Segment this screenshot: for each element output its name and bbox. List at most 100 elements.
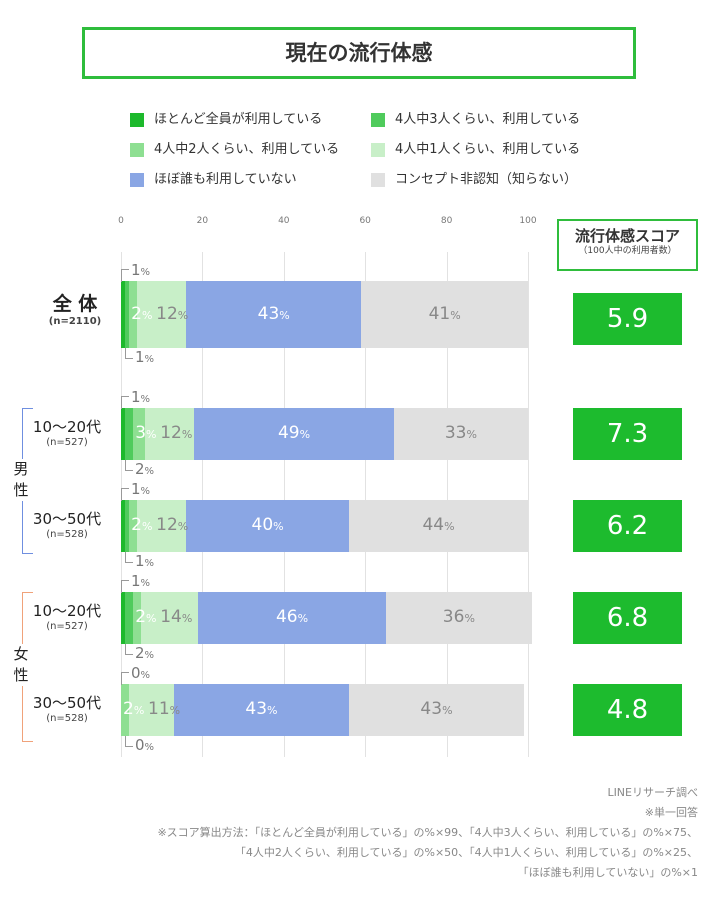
annotation-line <box>121 269 129 282</box>
row-label-text: 10〜20代 <box>32 602 102 620</box>
segment-label: 12% <box>160 423 193 443</box>
score-box: 4.8 <box>573 684 682 736</box>
score-box: 7.3 <box>573 408 682 460</box>
bar-segment <box>186 500 349 552</box>
legend-item: ほとんど全員が利用している <box>130 112 322 128</box>
annotation-line <box>125 736 133 747</box>
annotation-line <box>125 348 133 359</box>
row-label-text: 30〜50代 <box>32 510 102 528</box>
segment-label: 12% <box>156 303 189 324</box>
bar-segment <box>129 281 138 348</box>
segment-label: 2% <box>135 607 157 627</box>
bar-segment <box>125 281 130 348</box>
annotation-line <box>121 672 129 685</box>
segment-label: 49% <box>277 423 311 443</box>
stacked-bar: 2% 12% 43% 41% <box>121 281 528 348</box>
x-tick-label: 60 <box>359 216 371 226</box>
bar-segment <box>137 500 187 552</box>
bar-segment <box>129 500 138 552</box>
segment-label: 2% <box>123 699 145 719</box>
annotation-line <box>125 552 133 563</box>
legend-swatch <box>130 113 144 127</box>
bar-segment <box>121 408 126 460</box>
annotation-line <box>125 460 133 471</box>
row-label: 全 体 (n=2110) <box>25 293 125 328</box>
segment-label: 11% <box>148 699 181 719</box>
score-header-title: 流行体感スコア <box>574 227 680 245</box>
bar-segment <box>137 281 187 348</box>
bar-segment <box>194 408 394 460</box>
segment-label: 41% <box>428 303 461 324</box>
segment-label: 46% <box>275 607 309 627</box>
bar-segment <box>133 408 146 460</box>
bar-segment <box>125 500 130 552</box>
segment-label: 43% <box>420 699 453 719</box>
x-tick-label: 100 <box>519 216 537 226</box>
segment-label: 43% <box>245 699 278 719</box>
segment-label: 2% <box>131 515 153 535</box>
bar-segment <box>348 500 528 552</box>
stacked-bar: 2% 11% 43% 43% <box>121 684 528 736</box>
annotation-line <box>121 396 129 409</box>
bar-segment <box>129 684 174 736</box>
row-label: 10〜20代 (n=527) <box>17 602 117 633</box>
row-n: (n=527) <box>46 437 88 448</box>
chart-title: 現在の流行体感 <box>82 27 636 79</box>
bar-segment <box>125 408 134 460</box>
annotation-top: 1% <box>131 572 151 590</box>
annotation-line <box>125 644 133 655</box>
bar-segment <box>121 684 130 736</box>
bar-segment <box>133 592 142 644</box>
annotation-top: 0% <box>131 664 151 682</box>
legend-label: 4人中3人くらい、利用している <box>395 112 581 127</box>
legend-item: 4人中2人くらい、利用している <box>130 142 339 158</box>
legend-label: ほぼ誰も利用していない <box>154 172 297 187</box>
legend-item: コンセプト非認知（知らない） <box>371 172 577 188</box>
annotation-top: 1% <box>131 388 151 406</box>
stacked-bar: 2% 12% 40% 44% <box>121 500 528 552</box>
legend-item: 4人中3人くらい、利用している <box>371 112 580 128</box>
legend-label: 4人中2人くらい、利用している <box>154 142 340 157</box>
bar-segment <box>186 281 362 348</box>
row-n: (n=528) <box>46 713 88 724</box>
bar-segment <box>141 592 199 644</box>
legend-item: 4人中1人くらい、利用している <box>371 142 580 158</box>
bar-segment <box>121 500 126 552</box>
score-box: 6.2 <box>573 500 682 552</box>
bar-segment <box>198 592 386 644</box>
bar-segment <box>125 592 134 644</box>
bar-segment <box>145 408 195 460</box>
x-tick-label: 20 <box>196 216 209 226</box>
annotation-bottom: 1% <box>135 552 155 570</box>
annotation-line <box>121 580 129 593</box>
row-label-text: 全 体 <box>52 293 98 315</box>
legend-label: 4人中1人くらい、利用している <box>395 142 581 157</box>
row-n: (n=2110) <box>48 316 102 327</box>
score-box: 6.8 <box>573 592 682 644</box>
footnote: ※単一回答 <box>644 806 698 819</box>
score-box: 5.9 <box>573 292 682 345</box>
legend-swatch <box>130 173 144 187</box>
annotation-bottom: 2% <box>135 460 155 478</box>
bar-segment <box>361 281 528 348</box>
row-n: (n=527) <box>46 621 88 632</box>
x-tick-label: 80 <box>440 216 453 226</box>
footnote: 「4人中2人くらい、利用している」の%×50、「4人中1人くらい、利用している」… <box>234 846 698 859</box>
annotation-bottom: 1% <box>135 348 155 366</box>
bar-segment <box>173 684 349 736</box>
legend-swatch <box>371 143 385 157</box>
row-label-text: 30〜50代 <box>32 694 102 712</box>
row-label: 30〜50代 (n=528) <box>17 694 117 725</box>
annotation-bottom: 2% <box>135 644 155 662</box>
segment-label: 40% <box>251 515 284 535</box>
segment-label: 3% <box>135 423 157 443</box>
group-label: 女 性 <box>12 644 30 686</box>
legend-swatch <box>371 173 385 187</box>
annotation-bottom: 0% <box>135 736 155 754</box>
bar-segment <box>393 408 528 460</box>
bar-segment <box>385 592 533 644</box>
annotation-top: 1% <box>131 480 151 498</box>
score-header-sub: （100人中の利用者数） <box>578 246 677 256</box>
stacked-bar: 3% 12% 49% 33% <box>121 408 528 460</box>
segment-label: 14% <box>160 607 193 627</box>
